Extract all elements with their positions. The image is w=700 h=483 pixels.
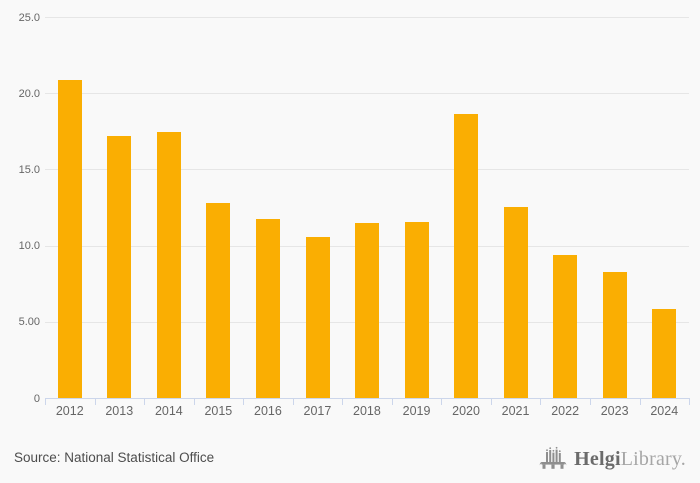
x-axis-tick <box>589 398 591 405</box>
bar-2016[interactable] <box>255 218 280 399</box>
bar-2018[interactable] <box>355 223 379 399</box>
x-axis-tick <box>243 398 245 405</box>
x-axis-tick <box>441 398 443 405</box>
x-axis-line <box>45 398 689 399</box>
gridline <box>45 17 689 18</box>
x-axis-tick-label: 2024 <box>650 404 679 418</box>
y-axis-tick-label: 0 <box>33 392 40 405</box>
bar-2012[interactable] <box>57 80 82 399</box>
y-axis-tick-label: 20.0 <box>18 87 40 100</box>
x-axis-tick-label: 2020 <box>452 404 480 418</box>
x-axis-tick <box>342 398 344 405</box>
x-axis-tick <box>689 398 690 405</box>
logo-wordmark: HelgiLibrary. <box>574 448 686 471</box>
x-axis-tick-label: 2022 <box>551 404 580 418</box>
y-axis-tick-label: 15.0 <box>18 163 40 176</box>
x-axis-tick <box>94 398 96 405</box>
x-axis-tick-label: 2015 <box>204 404 233 418</box>
y-axis-tick-label: 5.00 <box>18 316 40 329</box>
bar-2022[interactable] <box>553 255 578 399</box>
gridline <box>45 93 689 95</box>
x-axis-tick-label: 2021 <box>501 404 530 418</box>
logo-text-library: Library. <box>620 447 686 470</box>
y-axis-tick-label: 10.0 <box>18 240 40 253</box>
x-axis-tick-label: 2018 <box>353 404 381 418</box>
bar-2024[interactable] <box>652 308 677 399</box>
bar-2019[interactable] <box>404 221 429 399</box>
x-axis-tick-label: 2023 <box>600 404 629 418</box>
x-axis-tick-label: 2012 <box>55 404 84 418</box>
bar-2023[interactable] <box>602 272 627 399</box>
bar-2015[interactable] <box>206 203 231 399</box>
x-axis-tick <box>45 398 46 405</box>
bar-2020[interactable] <box>454 113 479 399</box>
bridge-icon <box>539 446 567 469</box>
x-axis-tick-label: 2013 <box>105 404 134 418</box>
gridline <box>45 169 689 171</box>
x-axis-tick <box>540 398 542 405</box>
x-axis-tick-label: 2016 <box>254 404 282 418</box>
x-axis-tick <box>490 398 492 405</box>
x-axis-tick <box>292 398 294 405</box>
x-axis-tick <box>144 398 146 405</box>
bar-2014[interactable] <box>156 131 181 399</box>
logo-text-helgi: Helgi <box>574 447 621 470</box>
x-axis-tick-label: 2014 <box>154 404 183 418</box>
bar-2013[interactable] <box>107 136 132 399</box>
x-axis-tick <box>391 398 393 405</box>
x-axis-tick-label: 2017 <box>303 404 332 418</box>
bar-2021[interactable] <box>503 206 528 399</box>
x-axis-tick-label: 2019 <box>402 404 431 418</box>
x-axis-tick <box>193 398 195 405</box>
source-caption: Source: National Statistical Office <box>14 450 215 465</box>
x-axis-tick <box>639 398 641 405</box>
bar-2017[interactable] <box>305 237 330 399</box>
y-axis-tick-label: 25.0 <box>18 11 40 24</box>
helgi-library-logo: HelgiLibrary. <box>539 443 686 475</box>
